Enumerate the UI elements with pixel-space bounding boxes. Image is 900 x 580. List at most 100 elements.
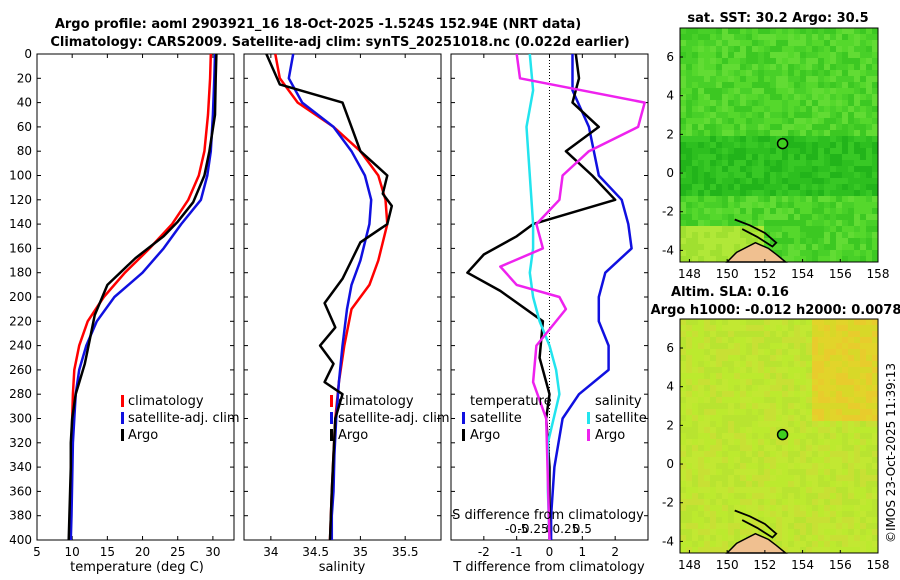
map-cell [788,469,794,475]
map-cell [710,325,716,331]
map-cell [758,325,764,331]
map-cell [830,28,836,34]
map-cell [680,136,686,142]
map-cell [800,250,806,256]
map-cell [782,385,788,391]
map-cell [854,196,860,202]
map-cell [794,493,800,499]
map-cell [722,463,728,469]
s-tick-label: -0.5 [505,522,528,536]
map-cell [872,475,878,481]
map-cell [836,415,842,421]
map-cell [866,343,872,349]
map-cell [716,517,722,523]
map-cell [824,487,830,493]
map-cell [800,385,806,391]
map-cell [704,499,710,505]
map-cell [710,391,716,397]
map-cell [740,232,746,238]
map-cell [842,397,848,403]
map-cell [680,232,686,238]
map-cell [794,469,800,475]
y-tick-label: 360 [9,484,32,498]
map-cell [866,40,872,46]
map-cell [788,505,794,511]
map-cell [710,106,716,112]
map-cell [812,160,818,166]
map-cell [722,403,728,409]
map-cell [794,541,800,547]
map-cell [788,178,794,184]
map-cell [686,325,692,331]
map-cell [782,112,788,118]
map-cell [806,202,812,208]
map-cell [692,325,698,331]
map-cell [776,505,782,511]
map-cell [758,331,764,337]
map-cell [824,76,830,82]
map-cell [722,148,728,154]
map-cell [854,88,860,94]
series-line-climatology [68,53,213,541]
map-cell [794,106,800,112]
map-cell [866,46,872,52]
map-cell [806,481,812,487]
map-cell [710,355,716,361]
map-cell [866,439,872,445]
map-cell [848,40,854,46]
map-cell [830,547,836,553]
map-cell [842,172,848,178]
map-cell [692,331,698,337]
map-cell [692,343,698,349]
map-cell [854,463,860,469]
map-cell [836,493,842,499]
map-cell [704,379,710,385]
map-cell [686,373,692,379]
map-cell [728,505,734,511]
map-cell [758,421,764,427]
map-cell [692,445,698,451]
map-cell [728,148,734,154]
map-cell [692,244,698,250]
s-tick-label: -0.25 [518,522,549,536]
map-cell [734,70,740,76]
map-cell [680,403,686,409]
map-cell [722,349,728,355]
map-cell [794,451,800,457]
map-cell [758,232,764,238]
map-cell [800,214,806,220]
map-cell [830,475,836,481]
map-cell [746,325,752,331]
map-cell [752,166,758,172]
map-cell [788,361,794,367]
map-cell [710,529,716,535]
map-cell [824,214,830,220]
map-cell [716,136,722,142]
map-cell [788,88,794,94]
map-cell [788,355,794,361]
map-cell [812,355,818,361]
map-cell [836,196,842,202]
temp-xlabel: temperature (deg C) [70,560,204,575]
map-cell [746,451,752,457]
map-cell [746,130,752,136]
map-cell [854,541,860,547]
map-cell [836,445,842,451]
map-cell [848,529,854,535]
map-cell [824,319,830,325]
map-cell [752,439,758,445]
map-cell [686,160,692,166]
map-cell [872,118,878,124]
map-cell [746,64,752,70]
map-cell [812,349,818,355]
map-cell [776,28,782,34]
map-cell [758,238,764,244]
legend-label: Argo [128,428,158,443]
map-cell [830,130,836,136]
map-cell [752,415,758,421]
map-cell [746,469,752,475]
map-cell [776,337,782,343]
map-cell [722,331,728,337]
map-cell [734,403,740,409]
map-cell [722,493,728,499]
